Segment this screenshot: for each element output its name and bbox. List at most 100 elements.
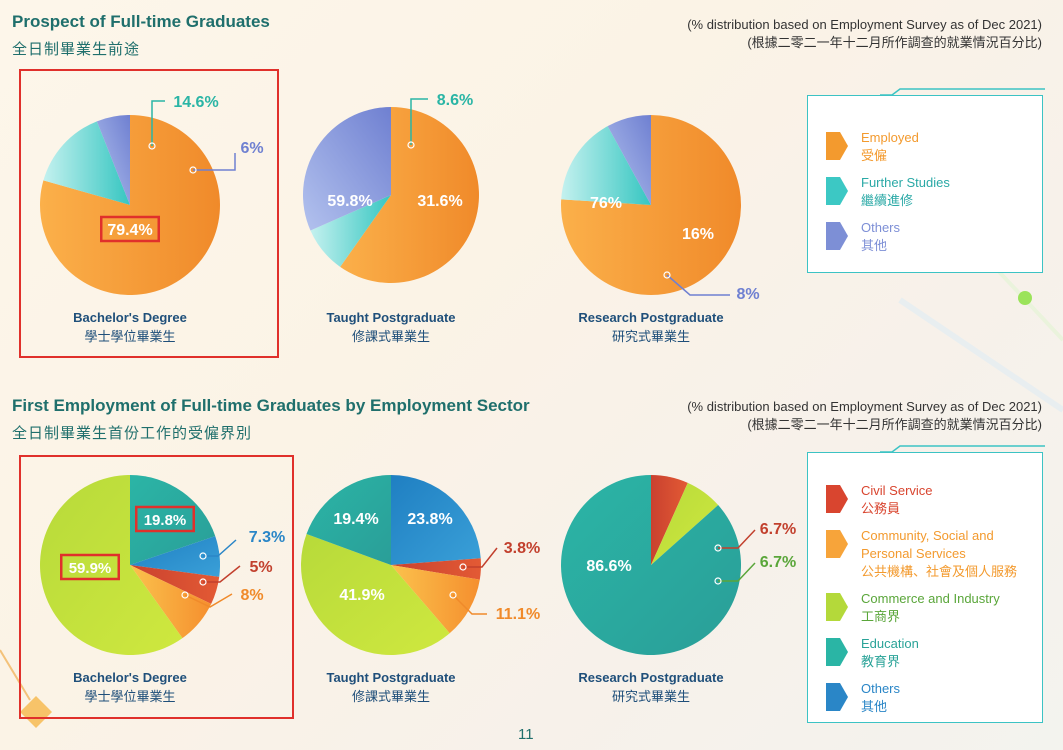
pie-slice	[391, 565, 480, 634]
legend-label-en: Further Studies	[861, 175, 950, 190]
legend-tab-decoration	[880, 445, 1045, 453]
diamond-decoration	[20, 696, 52, 728]
leader-line	[452, 594, 487, 615]
data-label: 14.6%	[173, 94, 218, 111]
leader-line	[463, 547, 498, 568]
chart-title: Research Postgraduate	[578, 310, 723, 325]
legend-label-zh: 受僱	[861, 148, 888, 163]
leader-line	[151, 100, 165, 146]
legend-label-en: Employed	[861, 130, 919, 145]
arrow-marker-icon	[826, 222, 848, 250]
legend-label-en-line2: Personal Services	[861, 546, 966, 561]
pie-slice	[43, 121, 130, 205]
chart-title-zh: 修課式畢業生	[352, 329, 430, 344]
pie-chart-5: 23.8% 3.8% 11.1% 41.9% 19.4% Taught Postgradu…	[300, 475, 540, 704]
data-label: 5%	[249, 559, 272, 576]
leader-line	[184, 593, 233, 608]
section1-note-en: (% distribution based on Employment Surv…	[687, 17, 1042, 32]
legend-prospect: Employed 受僱 Further Studies 繼續進修 Others …	[807, 95, 1043, 273]
pie-slice	[607, 115, 651, 205]
data-label: 8%	[736, 286, 759, 303]
chart-title: Research Postgraduate	[578, 670, 723, 685]
pie-slice	[391, 475, 481, 565]
legend-label-zh: 工商界	[861, 609, 901, 624]
legend-label-zh: 公務員	[861, 501, 901, 516]
data-label: 8.6%	[437, 92, 473, 109]
highlight-box-bachelor-prospect	[19, 69, 279, 358]
pie-chart-6: 6.7% 6.7% 86.6% Research Postgraduate 研究式畢業生	[561, 475, 796, 704]
leader-line	[666, 274, 730, 296]
pie-slice	[310, 195, 391, 267]
leader-dot	[181, 591, 189, 599]
legend-label-en: Others	[861, 220, 901, 235]
legend-tab-decoration	[880, 88, 1045, 96]
data-label: 79.4%	[107, 222, 152, 239]
leader-line	[193, 153, 236, 171]
pie-slice	[39, 115, 220, 296]
leader-dot	[663, 271, 671, 279]
pie-slice	[96, 115, 130, 205]
leader-line	[718, 562, 756, 582]
pie-slice	[306, 475, 391, 565]
data-label: 41.9%	[339, 587, 384, 604]
arrow-marker-icon	[826, 638, 848, 666]
data-label: 86.6%	[586, 558, 631, 575]
data-label: 59.9%	[69, 560, 112, 577]
leader-line	[203, 539, 237, 557]
arrow-marker-icon	[826, 485, 848, 513]
chart-title-zh: 研究式畢業生	[612, 689, 690, 704]
highlight-label-box	[100, 215, 160, 243]
legend-label-zh: 繼續進修	[861, 193, 914, 208]
data-label: 23.8%	[407, 511, 452, 528]
chart-title: Taught Postgraduate	[326, 670, 455, 685]
leader-line	[203, 565, 241, 583]
data-label: 19.4%	[333, 511, 378, 528]
pie-slice	[130, 565, 212, 639]
leader-dot	[199, 552, 207, 560]
legend-label-en: Civil Service	[861, 483, 933, 498]
leader-dot	[714, 577, 722, 585]
pie-chart-1: 79.4% 14.6% 6% Bachelor's Degree 學士學位畢業生	[39, 94, 264, 344]
legend-label-en: Community, Social and	[861, 528, 994, 543]
leader-line	[718, 529, 756, 549]
leader-dot	[189, 166, 197, 174]
green-dot-icon	[1018, 291, 1032, 305]
data-label: 6.7%	[760, 554, 796, 571]
arrow-marker-icon	[826, 177, 848, 205]
section1-title: Prospect of Full-time Graduates	[12, 12, 270, 31]
section2-note-zh: (根據二零二一年十二月所作調查的就業情況百分比)	[747, 417, 1042, 432]
section1-note-zh: (根據二零二一年十二月所作調查的就業情況百分比)	[747, 35, 1042, 50]
arrow-marker-icon	[826, 593, 848, 621]
legend-label-zh: 其他	[861, 699, 888, 714]
legend-label-en: Others	[861, 681, 901, 696]
pie-slice	[130, 565, 220, 604]
highlight-box-bachelor-sector	[19, 455, 294, 719]
chart-title-zh: 研究式畢業生	[612, 329, 690, 344]
chart-title-zh: 修課式畢業生	[352, 689, 430, 704]
legend-sector: Civil Service 公務員 Community, Social and …	[807, 452, 1043, 723]
data-label: 19.8%	[144, 512, 187, 529]
pie-slice	[391, 558, 481, 580]
pie-slice	[303, 107, 391, 231]
data-label: 7.3%	[249, 529, 285, 546]
chart-title: Bachelor's Degree	[73, 670, 187, 685]
pie-slice	[561, 126, 651, 205]
highlight-label-box	[60, 553, 120, 581]
arrow-marker-icon	[826, 132, 848, 160]
section2-subtitle: 全日制畢業生首份工作的受僱界別	[12, 425, 253, 442]
section2-title: First Employment of Full-time Graduates …	[12, 396, 530, 415]
pie-slice	[651, 482, 719, 565]
legend-label-zh: 其他	[861, 238, 888, 253]
pie-slice	[651, 475, 688, 565]
pie-chart-2: 59.8% 8.6% 31.6% Taught Postgraduate 修課式畢業生	[303, 92, 480, 344]
chart-title-zh: 學士學位畢業生	[84, 329, 175, 344]
pie-chart-4: 19.8% 7.3% 5% 8% 59.9% Bachelor's Degree 學士學位畢…	[39, 475, 285, 704]
leader-dot	[449, 591, 457, 599]
legend-label-en: Commerce and Industry	[861, 591, 1000, 606]
data-label: 11.1%	[496, 606, 540, 623]
data-label: 31.6%	[417, 193, 462, 210]
leader-dot	[459, 563, 467, 571]
chart-title-zh: 學士學位畢業生	[84, 689, 175, 704]
data-label: 76%	[590, 195, 622, 212]
